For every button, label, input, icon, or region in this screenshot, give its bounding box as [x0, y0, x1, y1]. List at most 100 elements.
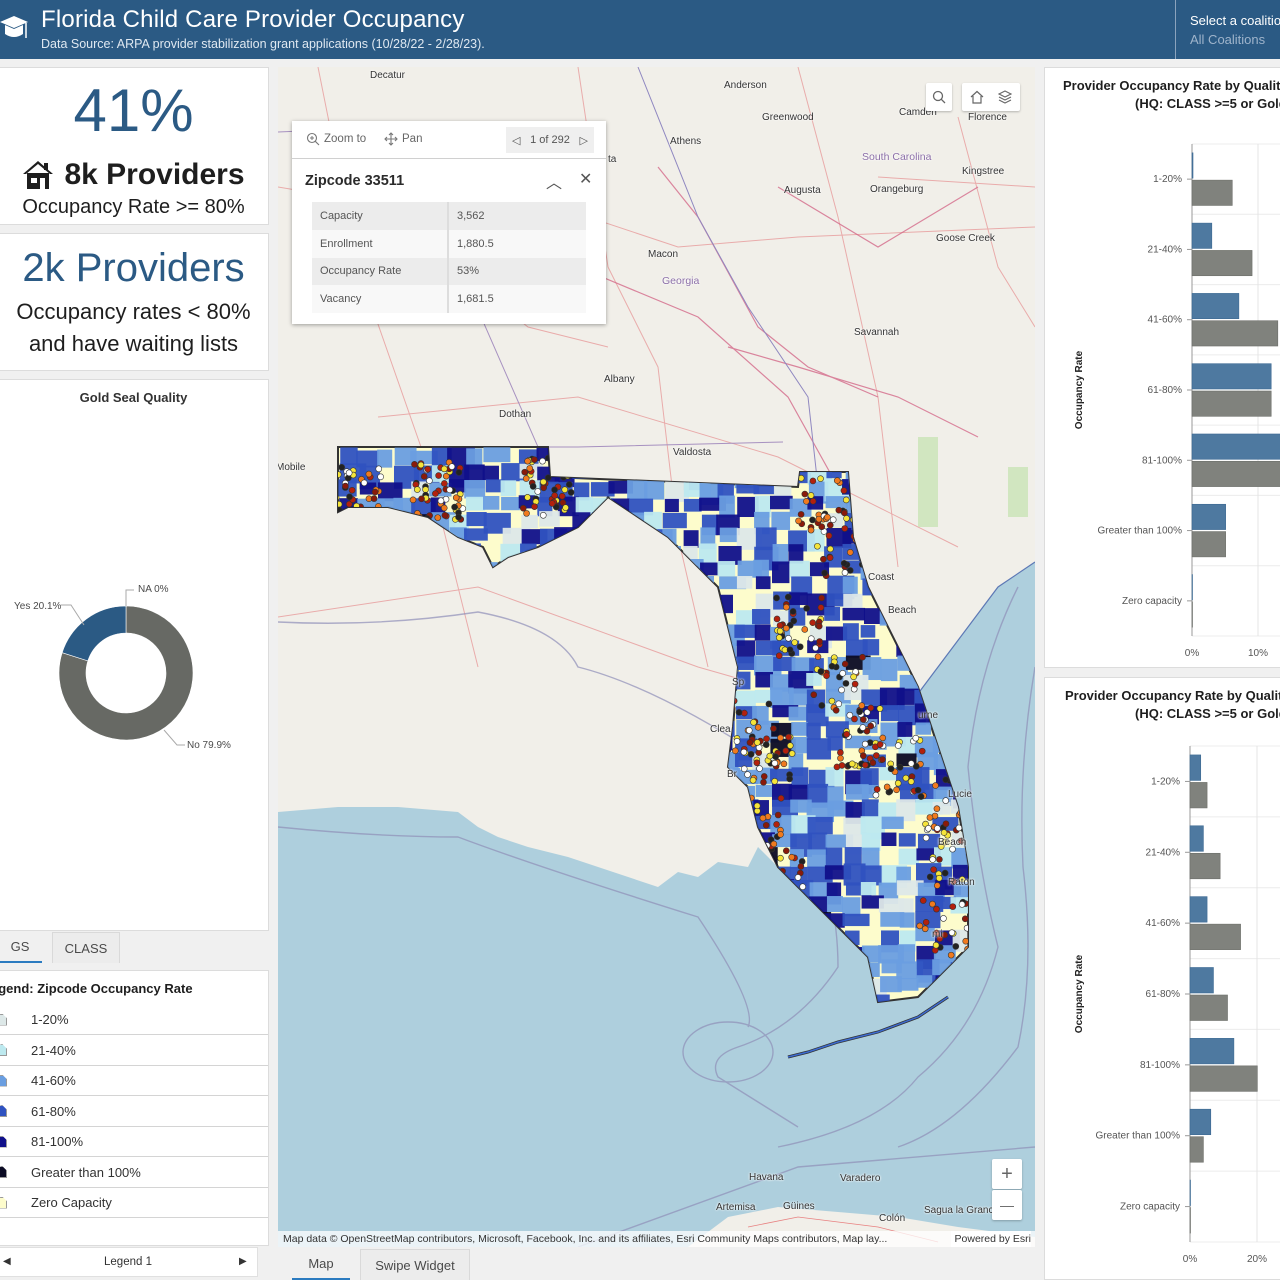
provider-point[interactable] [437, 497, 445, 505]
zipcode-zone[interactable] [395, 866, 419, 887]
provider-point[interactable] [365, 470, 373, 478]
zipcode-zone[interactable] [896, 866, 911, 883]
zipcode-zone[interactable] [338, 994, 360, 1016]
zipcode-zone[interactable] [806, 704, 829, 727]
provider-point[interactable] [809, 619, 817, 627]
provider-point[interactable] [921, 925, 929, 933]
bar-hq[interactable] [1189, 1179, 1191, 1206]
zipcode-zone[interactable] [464, 480, 486, 499]
zipcode-zone[interactable] [338, 881, 358, 899]
provider-point[interactable] [873, 786, 881, 793]
provider-point[interactable] [841, 525, 849, 532]
provider-point[interactable] [952, 943, 960, 950]
zipcode-zone[interactable] [680, 927, 699, 942]
provider-point[interactable] [539, 457, 546, 465]
zipcode-zone[interactable] [771, 879, 795, 896]
bar-hq[interactable] [1189, 896, 1208, 923]
zipcode-zone[interactable] [699, 943, 725, 966]
zipcode-zone[interactable] [536, 928, 555, 949]
zipcode-zone[interactable] [950, 753, 966, 774]
bar-other[interactable] [1189, 1207, 1191, 1234]
donut-slice[interactable] [58, 605, 194, 741]
zipcode-zone[interactable] [447, 897, 469, 921]
zipcode-zone[interactable] [897, 944, 916, 964]
provider-point[interactable] [755, 881, 762, 888]
close-icon[interactable]: ✕ [579, 171, 593, 188]
zipcode-zone[interactable] [572, 975, 592, 999]
provider-point[interactable] [777, 794, 785, 802]
provider-point[interactable] [825, 532, 833, 539]
provider-point[interactable] [799, 883, 807, 891]
provider-point[interactable] [926, 814, 934, 821]
map-view[interactable]: Decatur Anderson Greenwood Camden Florence At… [278, 67, 1035, 1247]
zipcode-zone[interactable] [827, 929, 842, 947]
zipcode-zone[interactable] [446, 880, 470, 895]
zipcode-zone[interactable] [502, 944, 520, 961]
next-feature-icon[interactable]: ▷ [579, 134, 588, 147]
zipcode-zone[interactable] [952, 992, 968, 1006]
zipcode-zone[interactable] [340, 960, 365, 976]
provider-point[interactable] [753, 802, 761, 810]
zipcode-zone[interactable] [501, 496, 520, 511]
zipcode-zone[interactable] [734, 898, 751, 918]
zipcode-zone[interactable] [880, 658, 898, 682]
zipcode-zone[interactable] [431, 863, 454, 887]
zipcode-zone[interactable] [700, 562, 719, 576]
provider-point[interactable] [876, 741, 884, 748]
provider-point[interactable] [797, 511, 805, 518]
zipcode-zone[interactable] [611, 897, 639, 916]
zipcode-zone[interactable] [413, 945, 435, 959]
zipcode-zone[interactable] [429, 847, 454, 862]
provider-point[interactable] [929, 900, 936, 908]
zipcode-zone[interactable] [862, 847, 880, 870]
provider-point[interactable] [837, 749, 844, 756]
provider-point[interactable] [841, 509, 848, 517]
provider-point[interactable] [887, 765, 895, 773]
provider-point[interactable] [846, 549, 854, 556]
provider-point[interactable] [801, 626, 809, 633]
provider-point[interactable] [839, 669, 847, 677]
zipcode-zone[interactable] [446, 849, 469, 863]
zipcode-zone[interactable] [932, 671, 953, 691]
zipcode-zone[interactable] [664, 976, 692, 1000]
zipcode-zone[interactable] [413, 961, 434, 980]
zipcode-zone[interactable] [809, 930, 826, 954]
zipcode-zone[interactable] [338, 847, 355, 868]
provider-point[interactable] [848, 760, 856, 768]
zipcode-zone[interactable] [791, 897, 811, 918]
zipcode-zone[interactable] [682, 992, 710, 1015]
zipcode-zone[interactable] [755, 527, 777, 551]
zipcode-zone[interactable] [556, 946, 575, 962]
provider-point[interactable] [821, 569, 828, 577]
zipcode-zone[interactable] [843, 863, 866, 886]
provider-point[interactable] [526, 465, 534, 472]
provider-point[interactable] [843, 515, 850, 522]
provider-point[interactable] [779, 867, 786, 875]
provider-point[interactable] [740, 748, 748, 756]
zoom-in-button[interactable]: + [992, 1159, 1022, 1189]
zipcode-zone[interactable] [842, 897, 861, 917]
bar-other[interactable] [1189, 852, 1221, 880]
zipcode-zone[interactable] [428, 879, 448, 900]
provider-point[interactable] [567, 489, 575, 496]
bar-other[interactable] [1189, 782, 1208, 809]
provider-point[interactable] [932, 782, 939, 789]
zipcode-zone[interactable] [952, 864, 977, 880]
provider-point[interactable] [863, 727, 871, 735]
zipcode-zone[interactable] [467, 994, 489, 1016]
zipcode-zone[interactable] [972, 945, 990, 958]
bar-other[interactable] [1189, 994, 1228, 1021]
zipcode-zone[interactable] [953, 882, 970, 898]
zipcode-zone[interactable] [662, 512, 687, 529]
provider-point[interactable] [835, 506, 843, 514]
provider-point[interactable] [346, 493, 353, 501]
zipcode-zone[interactable] [375, 865, 400, 881]
provider-point[interactable] [817, 475, 824, 482]
provider-point[interactable] [962, 937, 969, 945]
provider-point[interactable] [823, 672, 830, 680]
zipcode-zone[interactable] [719, 495, 735, 518]
zipcode-zone[interactable] [411, 848, 432, 872]
provider-point[interactable] [548, 500, 556, 507]
provider-point[interactable] [964, 945, 971, 953]
zipcode-zone[interactable] [899, 912, 915, 928]
